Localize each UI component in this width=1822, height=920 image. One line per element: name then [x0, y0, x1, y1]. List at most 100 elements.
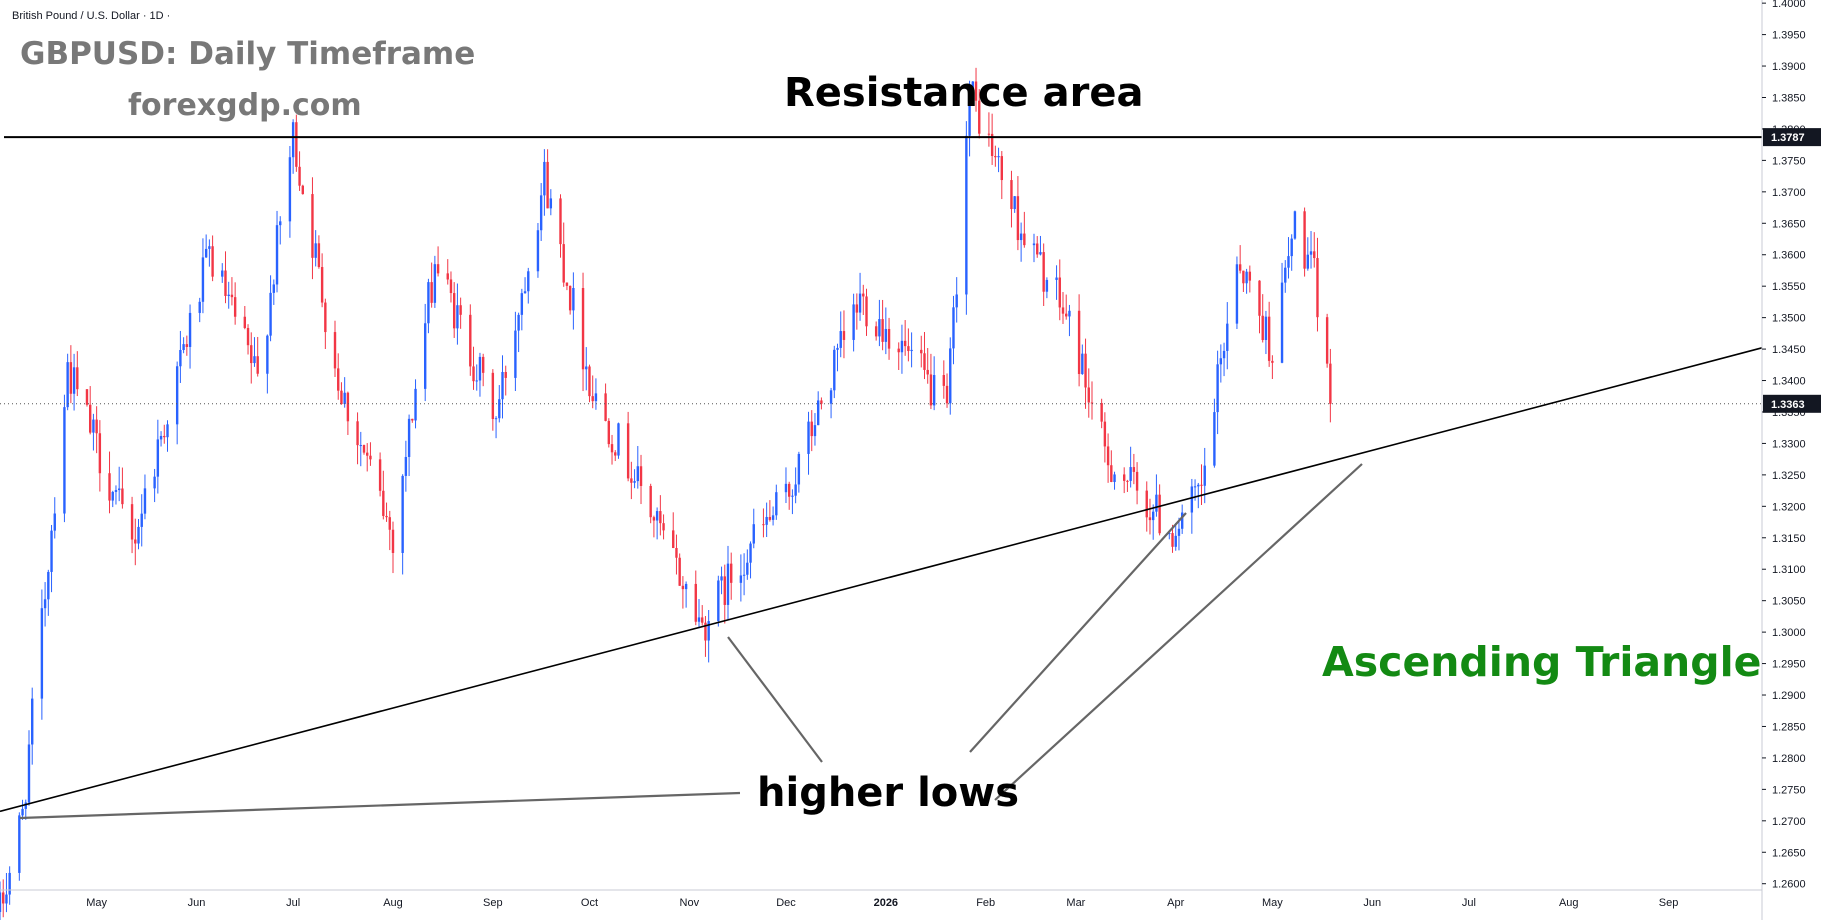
candle-body — [517, 314, 520, 331]
chart-title: GBPUSD: Daily Timeframe — [20, 36, 476, 72]
candle-body — [994, 155, 997, 158]
candle-body — [862, 293, 865, 297]
price-tick-label: 1.2900 — [1772, 690, 1806, 702]
candle-body — [188, 312, 192, 347]
candle-body — [446, 273, 449, 280]
price-tick-label: 1.3650 — [1772, 218, 1806, 230]
candle-body — [949, 348, 952, 404]
candle-body — [1280, 282, 1284, 363]
price-tick-label: 1.3600 — [1772, 250, 1806, 262]
candle-body — [1287, 256, 1290, 268]
candle-body — [701, 617, 704, 623]
candle-body — [929, 374, 933, 406]
candle-body — [923, 353, 926, 370]
candle-body — [865, 296, 868, 327]
candle-body — [378, 459, 382, 491]
candle-body — [858, 293, 862, 313]
candle-body — [926, 369, 929, 375]
candle-body — [275, 225, 279, 285]
candle-body — [955, 294, 958, 308]
candle-body — [1023, 233, 1026, 246]
candle-body — [143, 488, 147, 514]
candle-body — [1213, 412, 1216, 466]
candle-body — [910, 349, 913, 352]
candle-body — [514, 330, 517, 378]
candle-body — [346, 392, 350, 422]
candle-body — [1045, 279, 1049, 292]
candle-body — [1087, 387, 1090, 403]
time-tick-label: Mar — [1066, 897, 1085, 909]
candle-body — [340, 390, 343, 405]
candle-body — [288, 157, 292, 222]
candle-body — [655, 511, 659, 521]
candle-body — [614, 452, 617, 456]
time-tick-label: Sep — [483, 897, 503, 909]
candle-body — [1061, 307, 1065, 314]
time-tick-label: Jul — [1462, 897, 1476, 909]
candle-body — [881, 319, 884, 342]
candle-body — [359, 445, 362, 447]
candle-body — [153, 476, 156, 489]
candle-body — [855, 304, 859, 313]
candle-body — [1129, 467, 1132, 481]
candle-body — [520, 293, 524, 315]
candle-body — [974, 81, 978, 101]
candle-body — [1065, 313, 1068, 317]
candle-body — [1016, 196, 1020, 241]
candle-body — [720, 576, 723, 581]
candle-body — [1190, 486, 1194, 513]
candle-body — [675, 547, 678, 558]
candle-body — [134, 539, 137, 544]
candle-body — [1036, 243, 1039, 255]
candle-body — [1123, 474, 1126, 481]
time-tick-label: Jun — [188, 897, 206, 909]
candle-body — [816, 400, 820, 426]
candle-body — [746, 562, 749, 575]
candle-body — [243, 316, 247, 328]
candle-body — [813, 425, 817, 437]
candle-body — [730, 563, 733, 583]
last-price-tag: 1.3363 — [1771, 399, 1805, 411]
support-trendline[interactable] — [0, 347, 1763, 813]
candle-body — [24, 802, 27, 809]
candle-body — [69, 362, 73, 394]
candle-body — [1197, 484, 1200, 487]
candle-body — [633, 481, 636, 483]
price-tick-label: 1.3000 — [1772, 627, 1806, 639]
candle-body — [1168, 533, 1171, 535]
candle-body — [581, 288, 585, 370]
candle-body — [1113, 474, 1116, 482]
candle-body — [945, 385, 949, 404]
candle-body — [978, 100, 981, 134]
candle-body — [98, 433, 102, 474]
candle-body — [1055, 277, 1058, 280]
candle-body — [233, 297, 237, 317]
candle-body — [636, 466, 639, 482]
price-tick-label: 1.2750 — [1772, 784, 1806, 796]
candle-body — [385, 515, 388, 518]
candle-body — [1245, 271, 1248, 284]
candle-body — [617, 423, 620, 456]
candle-body — [8, 872, 11, 895]
candle-body — [659, 511, 662, 524]
candle-body — [1248, 271, 1252, 281]
price-tick-label: 1.3500 — [1772, 313, 1806, 325]
time-tick-label: Dec — [776, 897, 796, 909]
candle-body — [649, 485, 652, 518]
price-tick-label: 1.2850 — [1772, 721, 1806, 733]
candle-body — [1090, 402, 1094, 404]
candle-body — [1100, 403, 1103, 422]
candle-body — [427, 282, 430, 324]
candle-body — [404, 456, 408, 476]
candle-body — [1325, 317, 1329, 364]
candle-body — [185, 344, 189, 347]
candle-body — [423, 323, 427, 389]
candle-body — [839, 331, 842, 348]
price-tick-label: 1.3900 — [1772, 61, 1806, 73]
candle-body — [314, 243, 317, 258]
time-tick-label: May — [86, 897, 107, 909]
candle-body — [765, 516, 768, 525]
candle-body — [356, 421, 359, 446]
candle-body — [156, 439, 160, 477]
